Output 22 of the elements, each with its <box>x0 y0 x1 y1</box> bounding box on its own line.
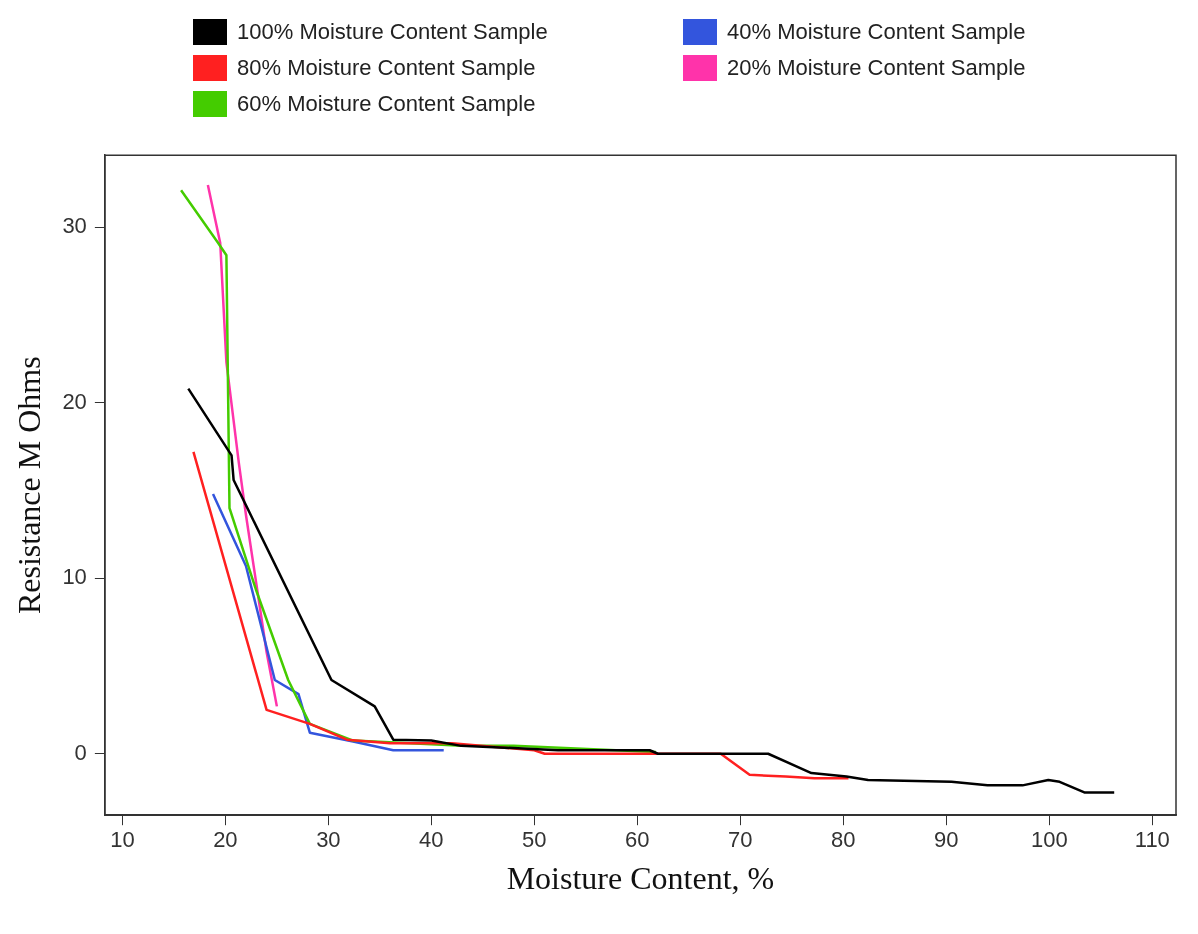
y-tick-label: 30 <box>62 213 87 239</box>
legend-label: 20% Moisture Content Sample <box>727 55 1026 81</box>
x-tick-label: 90 <box>934 827 959 853</box>
x-tick-label: 30 <box>316 827 341 853</box>
legend-label: 60% Moisture Content Sample <box>237 91 536 117</box>
y-tick-label: 20 <box>62 388 87 414</box>
x-tick-label: 100 <box>1030 827 1068 853</box>
x-tick-label: 80 <box>831 827 856 853</box>
x-tick-label: 40 <box>419 827 444 853</box>
x-tick-label: 50 <box>522 827 547 853</box>
legend-label: 100% Moisture Content Sample <box>237 19 548 45</box>
x-tick-label: 10 <box>110 827 135 853</box>
y-tick-label: 0 <box>74 739 87 765</box>
legend-label: 80% Moisture Content Sample <box>237 55 536 81</box>
x-axis-title: Moisture Content, % <box>506 860 775 897</box>
x-tick-label: 110 <box>1134 827 1170 853</box>
x-tick-label: 70 <box>728 827 753 853</box>
y-tick-label: 10 <box>62 564 87 590</box>
y-axis-title: Resistance M Ohms <box>10 356 47 615</box>
legend-label: 40% Moisture Content Sample <box>727 19 1026 45</box>
x-tick-label: 60 <box>625 827 650 853</box>
x-tick-label: 20 <box>213 827 238 853</box>
